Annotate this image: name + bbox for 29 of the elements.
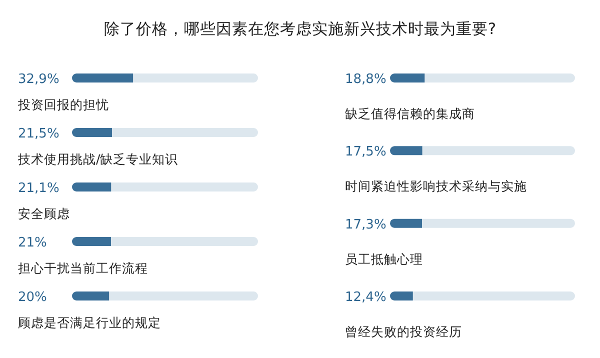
y-tick-label: 缺乏值得信赖的集成商	[345, 106, 475, 121]
y-tick-label: 担心干扰当前工作流程	[18, 260, 148, 276]
bar	[133, 74, 258, 82]
bar	[72, 182, 112, 192]
y-tick-label: 安全顾虑	[18, 206, 70, 221]
data-label: 32,9%	[18, 72, 60, 87]
data-label: 21%	[18, 236, 47, 250]
data-label: 17,5%	[345, 144, 386, 160]
data-label: 18,8%	[345, 72, 386, 87]
data-label: 17,3%	[345, 217, 386, 232]
bar	[72, 74, 134, 82]
bar	[109, 292, 258, 300]
data-label: 12,4%	[345, 290, 386, 305]
y-tick-label: 投资回报的担忧	[17, 97, 109, 112]
y-tick-label: 曾经失败的投资经历	[345, 324, 462, 339]
bar	[112, 128, 258, 137]
data-label: 21,5%	[18, 126, 60, 142]
bar	[111, 182, 258, 192]
y-tick-label: 时间紧迫性影响技术采纳与实施	[345, 178, 527, 194]
bar	[111, 237, 258, 246]
bar	[72, 128, 112, 137]
text: 除了价格，哪些因素在您考虑实施新兴技术时最为重要?	[104, 20, 496, 38]
y-tick-label: 技术使用挑战/缺乏专业知识	[17, 152, 178, 166]
data-label: 21,1%	[18, 181, 60, 196]
data-label: 20%	[18, 290, 47, 305]
bar	[72, 237, 112, 246]
y-tick-label: 顾虑是否满足行业的规定	[18, 315, 161, 330]
bar	[72, 292, 110, 300]
y-tick-label: 员工抵触心理	[345, 251, 423, 266]
